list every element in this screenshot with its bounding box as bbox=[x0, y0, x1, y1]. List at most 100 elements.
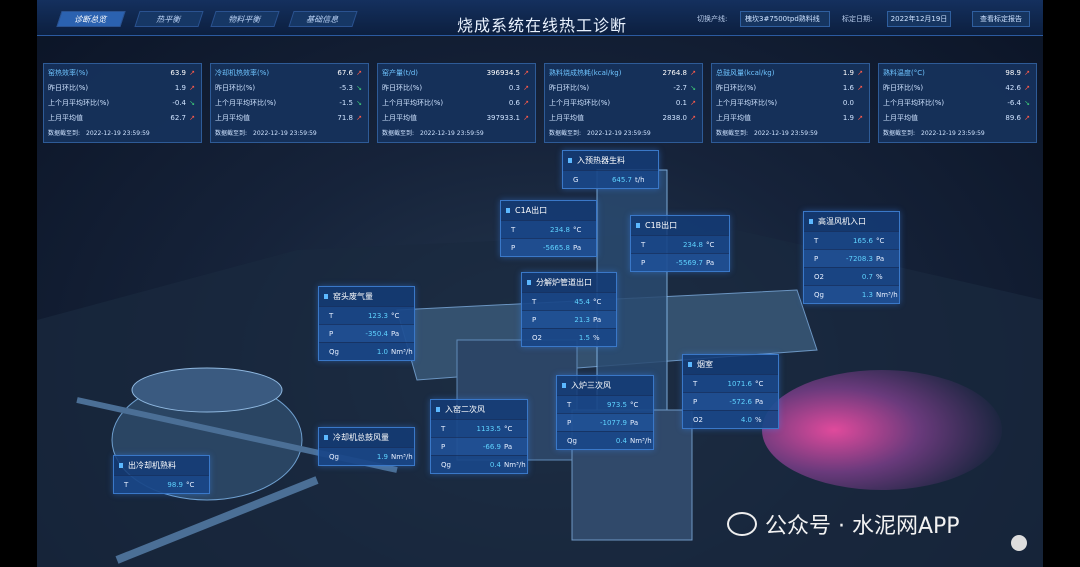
sensor-label: O2 bbox=[693, 416, 703, 424]
sensor-row: Qg 1.3 Nm³/h bbox=[804, 285, 899, 303]
kpi-label: 上个月平均环比(%) bbox=[48, 99, 110, 107]
corner-icon bbox=[1011, 535, 1027, 551]
sensor-label: Qg bbox=[441, 461, 451, 469]
dashboard: 烧成系统在线热工诊断 诊断总览 热平衡 物料平衡 基础信息 切换产线: 槐坎3#7500t… bbox=[37, 0, 1043, 567]
sensor-title: 烟室 bbox=[683, 355, 778, 374]
sensor-value: -66.9 bbox=[482, 443, 501, 451]
sensor-row: T 45.4 °C bbox=[522, 292, 616, 310]
sensor-value: 0.7 bbox=[861, 273, 873, 281]
trend-arrow: ↗ bbox=[1024, 69, 1030, 77]
trend-arrow: ↗ bbox=[1024, 114, 1030, 122]
trend-arrow: ↗ bbox=[356, 69, 362, 77]
trend-arrow: ↗ bbox=[523, 99, 529, 107]
kpi-label: 上月平均值 bbox=[716, 114, 751, 122]
footer-label: 数据截至到: bbox=[883, 130, 916, 137]
kpi-value: 1.9 bbox=[842, 69, 854, 77]
sensor-unit: Nm³/h bbox=[876, 291, 898, 299]
kpi-title: 总鼓风量(kcal/kg) bbox=[716, 69, 775, 77]
trend-arrow: ↗ bbox=[690, 69, 696, 77]
kpi-card: 冷却机热效率(%) 67.6 ↗ 昨日环比(%) -5.3 ↘ 上个月平均环比(%) -1.5… bbox=[210, 63, 369, 143]
sensor-unit: Pa bbox=[504, 443, 513, 451]
sensor-label: T bbox=[441, 425, 446, 433]
kpi-value: 0.1 bbox=[675, 99, 687, 107]
sensor-unit: Pa bbox=[593, 316, 602, 324]
kpi-main: 冷却机热效率(%) 67.6 ↗ bbox=[215, 66, 365, 80]
sensor-row: P -5665.8 Pa bbox=[501, 238, 596, 256]
kpi-value: 1.9 bbox=[842, 114, 854, 122]
kpi-row: 上月平均值 71.8 ↗ bbox=[215, 111, 365, 125]
sensor-label: T bbox=[532, 298, 537, 306]
date-field[interactable]: 2022年12月19日 bbox=[887, 11, 951, 27]
kpi-label: 上个月平均环比(%) bbox=[716, 99, 778, 107]
kpi-value: 67.6 bbox=[337, 69, 353, 77]
kpi-value: 0.0 bbox=[842, 99, 854, 107]
sensor-unit: Pa bbox=[876, 255, 885, 263]
kpi-main: 熟料温度(°C) 98.9 ↗ bbox=[883, 66, 1033, 80]
sensor-unit: Nm³/h bbox=[504, 461, 526, 469]
kpi-footer: 数据截至到: 2022-12-19 23:59:59 bbox=[215, 127, 365, 141]
sensor-value: 165.6 bbox=[852, 237, 873, 245]
kpi-value: 71.8 bbox=[337, 114, 353, 122]
footer-label: 数据截至到: bbox=[549, 130, 582, 137]
kpi-title: 冷却机热效率(%) bbox=[215, 69, 270, 77]
sensor-value: 234.8 bbox=[682, 241, 703, 249]
sensor-value: 973.5 bbox=[606, 401, 627, 409]
sensor-value: -572.6 bbox=[729, 398, 752, 406]
nav-tab[interactable]: 诊断总览 bbox=[56, 11, 126, 27]
kpi-label: 昨日环比(%) bbox=[48, 84, 89, 92]
sensor-row: P -66.9 Pa bbox=[431, 437, 527, 455]
sensor-unit: °C bbox=[573, 226, 582, 234]
sensor-unit: °C bbox=[504, 425, 513, 433]
sensor-unit: Pa bbox=[630, 419, 639, 427]
kpi-card: 窑产量(t/d) 396934.5 ↗ 昨日环比(%) 0.3 ↗ 上个月平均环比(%) 0.… bbox=[377, 63, 536, 143]
sensor-title: 入窑二次风 bbox=[431, 400, 527, 419]
kpi-row: 上个月平均环比(%) -1.5 ↘ bbox=[215, 96, 365, 110]
sensor-row: T 973.5 °C bbox=[557, 395, 653, 413]
trend-arrow: ↘ bbox=[356, 84, 362, 92]
kpi-value: -6.4 bbox=[1007, 99, 1021, 107]
kpi-value: 42.6 bbox=[1005, 84, 1021, 92]
sensor-label: T bbox=[511, 226, 516, 234]
nav-tab[interactable]: 物料平衡 bbox=[210, 11, 280, 27]
trend-arrow: ↘ bbox=[356, 99, 362, 107]
sensor-row: Qg 1.9 Nm³/h bbox=[319, 447, 414, 465]
nav-tab[interactable]: 基础信息 bbox=[288, 11, 358, 27]
sensor-value: -5569.7 bbox=[675, 259, 703, 267]
kpi-row: 上月平均值 397933.1 ↗ bbox=[382, 111, 532, 125]
kpi-value: -0.4 bbox=[172, 99, 186, 107]
sensor-panel: 入预热器生料 G 645.7 t/h bbox=[562, 150, 659, 189]
sensor-label: T bbox=[693, 380, 698, 388]
kpi-label: 上月平均值 bbox=[549, 114, 584, 122]
sensor-title: C1A出口 bbox=[501, 201, 596, 220]
sensor-row: G 645.7 t/h bbox=[563, 170, 658, 188]
sensor-label: O2 bbox=[532, 334, 542, 342]
watermark-text: 公众号 · 水泥网APP bbox=[765, 514, 960, 539]
kpi-value: -2.7 bbox=[673, 84, 687, 92]
kpi-value: 2838.0 bbox=[662, 114, 688, 122]
kpi-row: 上个月平均环比(%) 0.1 ↗ bbox=[549, 96, 699, 110]
trend-arrow: ↗ bbox=[857, 114, 863, 122]
line-select[interactable]: 槐坎3#7500tpd熟料线 bbox=[740, 11, 830, 27]
sensor-value: 645.7 bbox=[611, 176, 632, 184]
sensor-panel: 高温风机入口 T 165.6 °C P -7208.3 Pa O2 0.7% Qg 1.3 Nm³/h bbox=[803, 211, 900, 304]
report-button[interactable]: 查看标定报告 bbox=[972, 11, 1030, 27]
sensor-row: T 123.3 °C bbox=[319, 306, 414, 324]
watermark: 公众号 · 水泥网APP bbox=[727, 508, 960, 540]
sensor-title: C1B出口 bbox=[631, 216, 729, 235]
sensor-value: -5665.8 bbox=[542, 244, 570, 252]
kpi-row: 昨日环比(%) 1.9 ↗ bbox=[48, 81, 198, 95]
sensor-row: T 98.9 °C bbox=[114, 475, 209, 493]
nav-tab[interactable]: 热平衡 bbox=[134, 11, 204, 27]
kpi-row: 上月平均值 89.6 ↗ bbox=[883, 111, 1033, 125]
kpi-title: 熟料温度(°C) bbox=[883, 69, 925, 77]
trend-arrow: ↗ bbox=[189, 69, 195, 77]
sensor-title: 窑头废气量 bbox=[319, 287, 414, 306]
sensor-label: T bbox=[641, 241, 646, 249]
kpi-value: 1.9 bbox=[174, 84, 186, 92]
trend-arrow: ↘ bbox=[690, 84, 696, 92]
sensor-unit: °C bbox=[755, 380, 764, 388]
footer-time: 2022-12-19 23:59:59 bbox=[253, 130, 317, 137]
sensor-label: Qg bbox=[329, 348, 339, 356]
sensor-panel: C1A出口 T 234.8 °C P -5665.8 Pa bbox=[500, 200, 597, 257]
